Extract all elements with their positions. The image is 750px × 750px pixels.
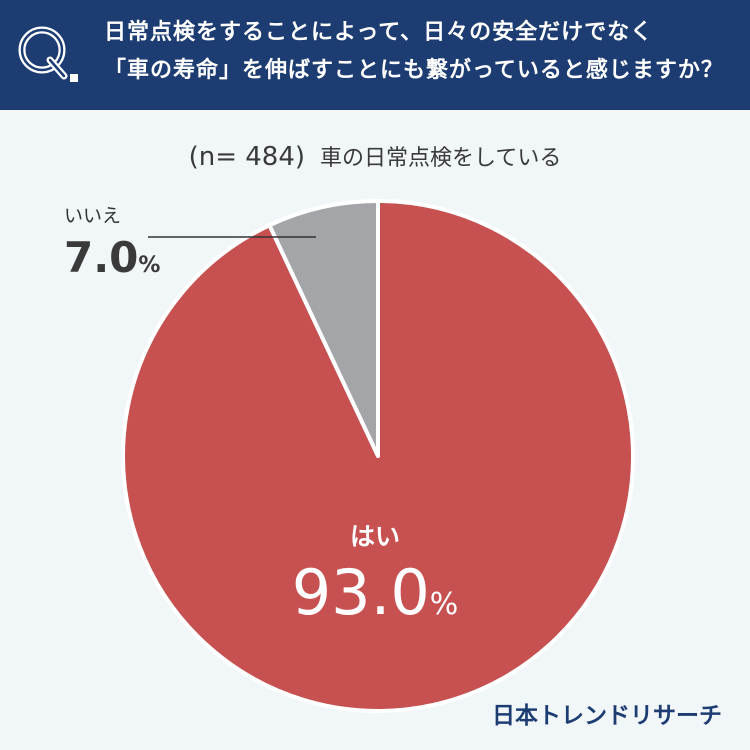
- q-icon: [18, 26, 78, 82]
- question-line-1: 日常点検をすることによって、日々の安全だけでなく: [104, 20, 654, 45]
- brand-logo: 日本トレンドリサーチ: [492, 703, 722, 729]
- slice-value-yes: 93.0%: [292, 556, 459, 629]
- slice-label-no: いいえ: [64, 205, 121, 227]
- respondent-group: 車の日常点検をしている: [320, 146, 562, 171]
- question-header: 日常点検をすることによって、日々の安全だけでなく 「車の寿命」を伸ばすことにも繋…: [0, 0, 750, 110]
- slice-label-yes: はい: [350, 522, 400, 551]
- sample-size: (n= 484): [188, 142, 306, 172]
- question-line-2: 「車の寿命」を伸ばすことにも繋がっていると感じますか？: [104, 58, 724, 83]
- slice-value-no: 7.0%: [64, 233, 160, 282]
- chart-subtitle: (n= 484) 車の日常点検をしている: [0, 140, 750, 172]
- question-text: 日常点検をすることによって、日々の安全だけでなく 「車の寿命」を伸ばすことにも繋…: [104, 14, 734, 90]
- pie-slice-no: [267, 199, 380, 458]
